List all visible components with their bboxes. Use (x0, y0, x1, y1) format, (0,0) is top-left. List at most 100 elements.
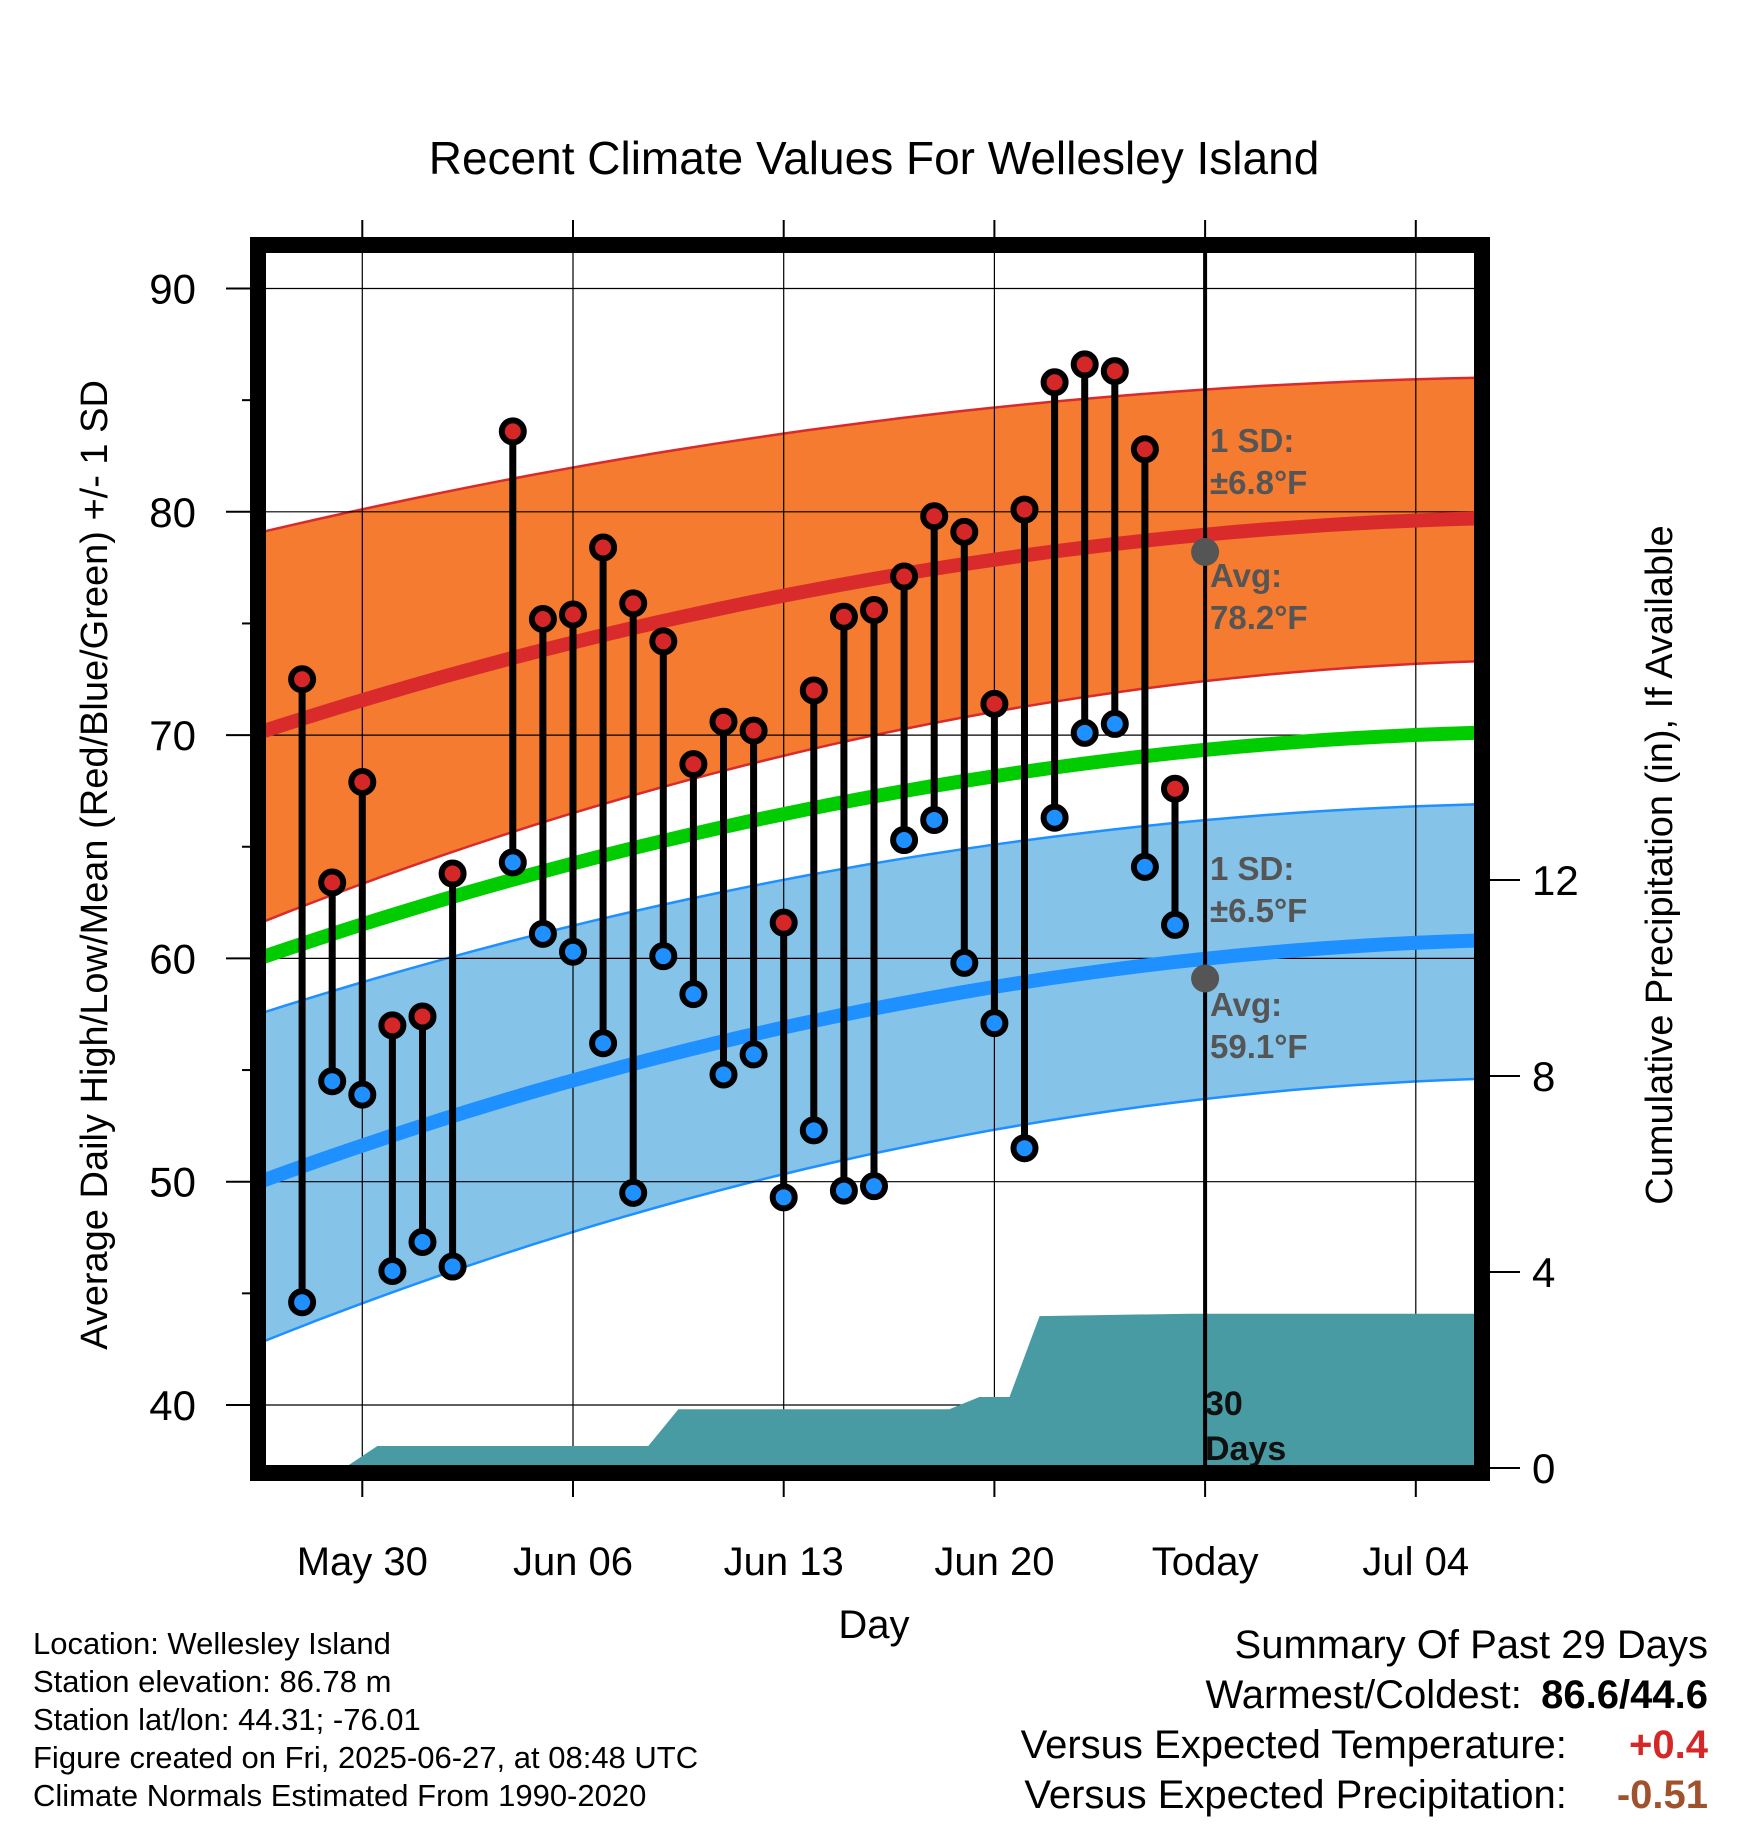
warm-cold-label: Warmest/Coldest: (1205, 1673, 1522, 1717)
high-temp-marker (799, 676, 828, 705)
high-temp-marker (498, 417, 527, 446)
x-axis-label: Day (838, 1603, 909, 1647)
low-temp-marker (1070, 718, 1099, 747)
summary-title: Summary Of Past 29 Days (1234, 1623, 1708, 1667)
x-tick-label: Jun 20 (934, 1540, 1054, 1584)
y2-tick-label: 0 (1532, 1445, 1555, 1492)
y-tick-label: 70 (149, 712, 196, 759)
normals-text: Climate Normals Estimated From 1990-2020 (33, 1778, 647, 1813)
high-sd-value: ±6.8°F (1210, 464, 1307, 501)
x-tick-label: Today (1152, 1540, 1259, 1584)
low-temp-marker (589, 1029, 618, 1058)
elevation-text: Station elevation: 86.78 m (33, 1664, 392, 1699)
high-temp-marker (709, 707, 738, 736)
low-temp-marker (649, 942, 678, 971)
low-temp-marker (1040, 803, 1069, 832)
x-tick-label: Jul 04 (1362, 1540, 1469, 1584)
high-temp-marker (950, 517, 979, 546)
high-temp-marker (679, 750, 708, 779)
low-temp-marker (1100, 709, 1129, 738)
high-temp-marker (920, 502, 949, 531)
high-avg-line (258, 511, 1479, 740)
low-avg-line (258, 933, 1479, 1189)
high-avg-today-dot (1191, 537, 1220, 566)
temp-value: +0.4 (1629, 1723, 1708, 1767)
y-tick-label: 50 (149, 1159, 196, 1206)
low-sd-band (258, 804, 1478, 1344)
high-sd-upper-line (258, 376, 1479, 535)
low-temp-marker (709, 1060, 738, 1089)
precip-value: -0.51 (1616, 1773, 1708, 1817)
high-temp-marker (890, 562, 919, 591)
x-tick-label: Jun 13 (724, 1540, 844, 1584)
warm-cold-value: 86.6/44.6 (1541, 1673, 1708, 1717)
high-temp-marker (769, 908, 798, 937)
plot-frame (250, 237, 1490, 1481)
high-temp-marker (288, 665, 317, 694)
precip-area (287, 1313, 1479, 1473)
high-temp-marker (980, 689, 1009, 718)
low-temp-marker (438, 1252, 467, 1281)
low-temp-marker (1010, 1134, 1039, 1163)
high-temp-marker (1161, 774, 1189, 803)
low-temp-marker (378, 1257, 407, 1286)
high-temp-marker (378, 1011, 407, 1040)
low-temp-marker (980, 1009, 1009, 1038)
low-temp-marker (739, 1040, 768, 1069)
low-temp-marker (769, 1183, 798, 1212)
high-temp-marker (649, 627, 678, 656)
y-tick-label: 60 (149, 935, 196, 982)
summary-panel: Summary Of Past 29 Days Warmest/Coldest:… (1021, 1620, 1708, 1820)
precip-days-label: Days (1205, 1430, 1286, 1468)
high-avg-value: 78.2°F (1210, 599, 1308, 636)
low-temp-marker (559, 937, 587, 966)
axes: 40 50 60 70 80 90 0 4 8 12 May 30 Jun 06 Jun 13 Jun 2… (149, 220, 1579, 1584)
low-temp-marker (1161, 910, 1189, 939)
temp-label: Versus Expected Temperature: (1020, 1723, 1567, 1767)
high-temp-marker (559, 600, 587, 629)
low-sd-label: 1 SD: (1210, 850, 1294, 887)
location-text: Location: Wellesley Island (33, 1626, 391, 1661)
low-temp-marker (619, 1178, 648, 1207)
created-text: Figure created on Fri, 2025-06-27, at 08… (33, 1740, 699, 1775)
low-temp-marker (799, 1116, 828, 1145)
plot-area: 1 SD: ±6.8°F Avg: 78.2°F 1 SD: ±6.5°F Avg: 59.1… (258, 245, 1482, 1473)
low-temp-marker (498, 848, 527, 877)
low-temp-marker (890, 826, 919, 855)
precip-row: Versus Expected Precipitation: -0.51 (1021, 1770, 1708, 1820)
low-temp-marker (679, 980, 708, 1009)
high-temp-marker (1040, 368, 1069, 397)
low-temp-marker (920, 805, 949, 834)
y2-tick-label: 8 (1532, 1053, 1555, 1100)
y2-axis-label: Cumulative Precipitation (in), If Availa… (1639, 525, 1681, 1204)
high-sd-label: 1 SD: (1210, 422, 1294, 459)
low-temp-marker (528, 919, 557, 948)
station-info: Location: Wellesley Island Station eleva… (33, 1625, 698, 1815)
high-temp-marker (348, 767, 377, 796)
y-tick-label: 80 (149, 489, 196, 536)
low-temp-marker (288, 1288, 317, 1317)
low-sd-value: ±6.5°F (1210, 892, 1307, 929)
high-temp-marker (619, 589, 648, 618)
chart-title: Recent Climate Values For Wellesley Isla… (429, 132, 1320, 184)
high-temp-marker (408, 1002, 437, 1031)
high-temp-marker (528, 604, 557, 633)
high-temp-marker (1100, 357, 1129, 386)
high-temp-marker (438, 859, 467, 888)
y2-tick-label: 12 (1532, 857, 1579, 904)
low-temp-marker (950, 948, 979, 977)
low-temp-marker (1130, 852, 1159, 881)
mean-line (258, 725, 1479, 966)
low-avg-label: Avg: (1210, 986, 1282, 1023)
y-axis-label: Average Daily High/Low/Mean (Red/Blue/Gr… (74, 380, 116, 1350)
high-sd-lower-line (258, 660, 1479, 925)
temp-row: Versus Expected Temperature: +0.4 (1021, 1720, 1708, 1770)
high-temp-marker (1010, 495, 1039, 524)
low-temp-marker (348, 1080, 377, 1109)
high-temp-marker (860, 596, 888, 625)
low-temp-marker (408, 1227, 437, 1256)
high-temp-marker (1070, 350, 1099, 379)
warm-cold-row: Warmest/Coldest: 86.6/44.6 (1021, 1670, 1709, 1720)
high-sd-band (258, 377, 1478, 924)
